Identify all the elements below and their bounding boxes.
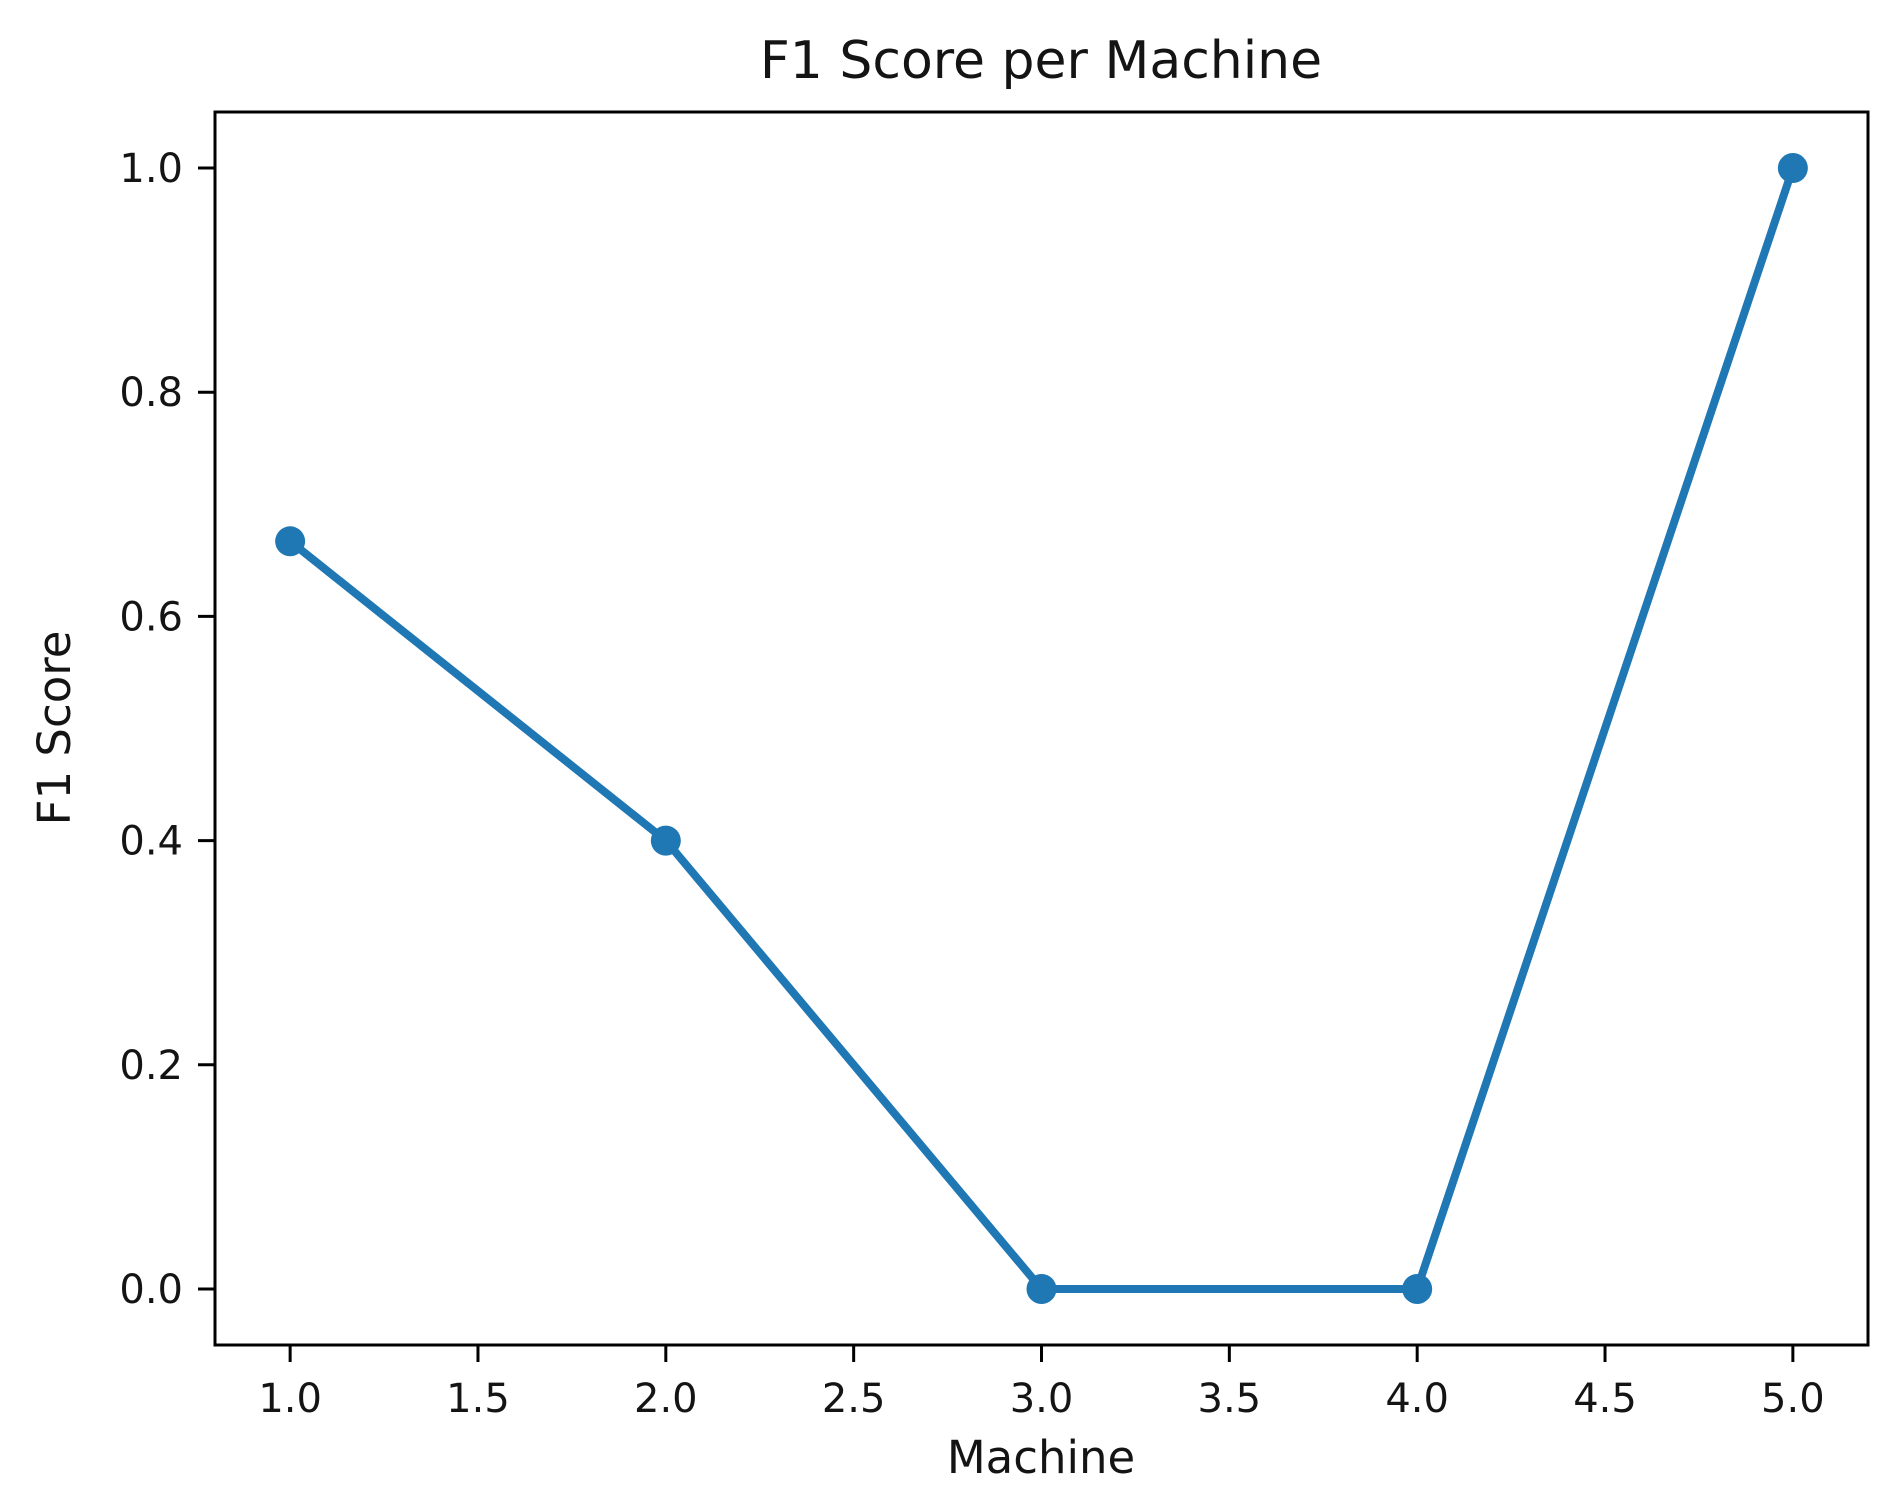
y-tick-label: 0.8 <box>119 370 183 416</box>
plot-frame <box>213 110 1870 1347</box>
x-tick-label: 2.5 <box>822 1376 886 1422</box>
x-tick-label: 5.0 <box>1761 1376 1825 1422</box>
x-axis-label: Machine <box>947 1431 1135 1484</box>
data-point-marker <box>1777 153 1808 184</box>
data-point-marker <box>1026 1273 1057 1304</box>
x-tick-label: 2.0 <box>634 1376 698 1422</box>
y-axis-label: F1 Score <box>28 631 81 826</box>
line-series <box>275 153 1808 1304</box>
plot-border <box>213 110 1870 1347</box>
chart-title: F1 Score per Machine <box>760 31 1322 91</box>
y-tick-label: 0.0 <box>119 1267 183 1313</box>
x-tick-label: 3.5 <box>1198 1376 1262 1422</box>
x-tick-label: 1.5 <box>446 1376 510 1422</box>
data-point-marker <box>1402 1273 1433 1304</box>
data-point-marker <box>650 825 681 856</box>
data-point-marker <box>275 526 306 557</box>
y-tick-label: 0.2 <box>119 1043 183 1089</box>
x-tick-label: 1.0 <box>258 1376 322 1422</box>
x-tick-label: 4.0 <box>1385 1376 1449 1422</box>
x-tick-label: 3.0 <box>1010 1376 1074 1422</box>
series-line <box>286 164 1797 1293</box>
y-axis-ticks: 0.0 0.2 0.4 0.6 0.8 1.0 <box>119 146 215 1313</box>
y-tick-label: 0.4 <box>119 819 183 865</box>
y-tick-label: 1.0 <box>119 146 183 192</box>
x-axis-ticks: 1.0 1.5 2.0 2.5 3.0 3.5 4.0 4.5 5.0 <box>258 1345 1825 1422</box>
y-tick-label: 0.6 <box>119 594 183 640</box>
x-tick-label: 4.5 <box>1573 1376 1637 1422</box>
